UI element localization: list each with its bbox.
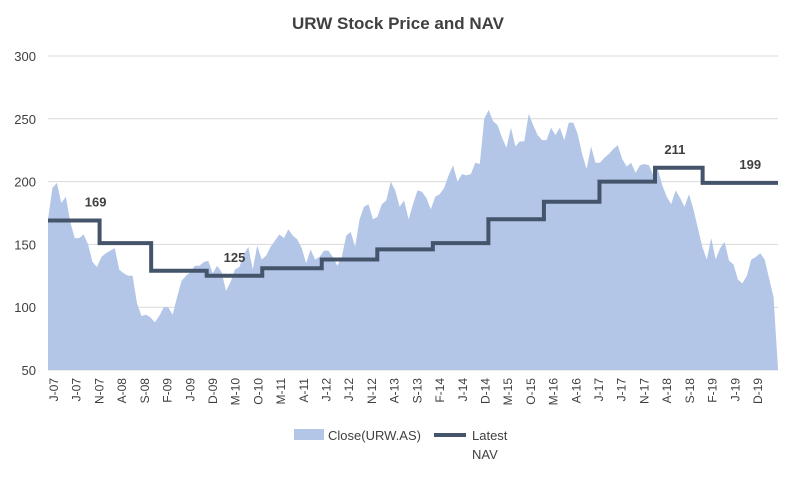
x-tick-label: F-19: [706, 378, 720, 403]
x-tick-label: J-07: [47, 378, 61, 402]
x-axis: J-07 J-07 N-07 A-08 S-08 F-09 J-09 D-09 M-10 O-10…: [47, 378, 765, 406]
nav-data-label: 125: [224, 250, 246, 265]
x-tick-label: A-11: [297, 378, 311, 403]
x-tick-label: N-12: [365, 378, 379, 404]
x-tick-label: N-17: [637, 378, 651, 404]
x-tick-label: O-15: [524, 378, 538, 405]
x-tick-label: D-19: [751, 378, 765, 404]
x-tick-label: F-14: [433, 378, 447, 403]
y-tick-label: 250: [14, 112, 36, 127]
nav-step-path: [48, 165, 778, 278]
chart-title: URW Stock Price and NAV: [292, 14, 505, 33]
x-tick-label: N-07: [92, 378, 106, 404]
x-tick-label: J-12: [342, 378, 356, 402]
nav-step-line: [48, 165, 778, 278]
x-tick-label: J-17: [592, 378, 606, 402]
x-tick-label: J-17: [615, 378, 629, 402]
x-tick-label: M-16: [547, 378, 561, 406]
close-price-area: [48, 110, 778, 370]
legend: Close(URW.AS) Latest NAV: [294, 428, 508, 462]
legend-label-area: Close(URW.AS): [328, 428, 421, 443]
x-tick-label: J-07: [70, 378, 84, 402]
x-tick-label: J-09: [183, 378, 197, 402]
x-tick-label: J-14: [456, 378, 470, 402]
x-tick-label: D-14: [478, 378, 492, 404]
x-tick-label: A-13: [388, 378, 402, 404]
x-tick-label: S-18: [683, 378, 697, 404]
legend-label-line-1: Latest: [472, 428, 508, 443]
x-tick-label: A-16: [569, 378, 583, 404]
y-tick-label: 100: [14, 300, 36, 315]
x-tick-label: J-12: [320, 378, 334, 402]
y-tick-label: 200: [14, 175, 36, 190]
x-tick-label: M-11: [274, 378, 288, 405]
x-tick-label: O-10: [251, 378, 265, 405]
data-labels: 169 125 211 199: [85, 142, 761, 265]
legend-label-line-2: NAV: [472, 447, 498, 462]
nav-data-label: 211: [664, 142, 685, 157]
x-tick-label: M-10: [229, 378, 243, 406]
y-axis: 300 250 200 150 100 50: [14, 49, 36, 378]
close-price-area-path: [48, 110, 778, 370]
x-tick-label: S-13: [410, 378, 424, 404]
y-tick-label: 50: [22, 363, 36, 378]
x-tick-label: S-08: [138, 378, 152, 404]
x-tick-label: F-09: [161, 378, 175, 403]
nav-data-label: 199: [739, 157, 761, 172]
x-tick-label: A-08: [115, 378, 129, 404]
x-tick-label: D-09: [206, 378, 220, 404]
y-tick-label: 300: [14, 49, 36, 64]
x-tick-label: M-15: [501, 378, 515, 406]
x-tick-label: A-18: [660, 378, 674, 404]
x-tick-label: J-19: [728, 378, 742, 402]
legend-swatch-area: [294, 429, 324, 440]
nav-data-label: 169: [85, 195, 107, 210]
y-tick-label: 150: [14, 237, 36, 252]
